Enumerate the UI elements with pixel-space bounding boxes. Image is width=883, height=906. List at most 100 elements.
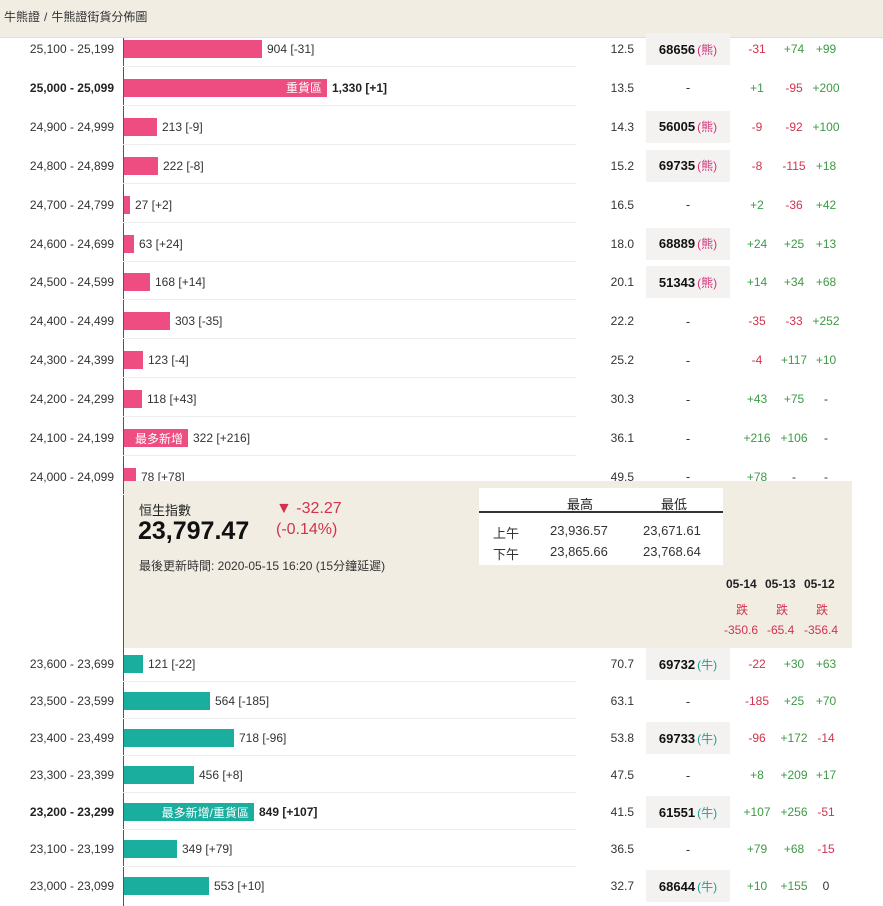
bull-bar[interactable] xyxy=(124,655,143,673)
strike-range: 24,100 - 24,199 xyxy=(29,431,114,445)
cbbc-code[interactable]: 69733 (牛) xyxy=(646,722,730,754)
row-divider xyxy=(123,377,576,379)
index-value: 23,797.47 xyxy=(138,517,250,545)
daily-change: +256 xyxy=(780,805,808,819)
distance-percent: 25.2 xyxy=(610,353,634,368)
cbbc-code[interactable]: 69732 (牛) xyxy=(646,648,730,680)
strike-range: 24,600 - 24,699 xyxy=(29,236,114,251)
bear-tag: (熊) xyxy=(697,120,718,135)
bull-bar[interactable] xyxy=(124,692,210,710)
outstanding-amount: 121 [-22] xyxy=(148,657,196,671)
distance-percent: 14.3 xyxy=(610,119,634,134)
bear-bar[interactable] xyxy=(124,273,150,292)
history-value: -65.4 xyxy=(767,623,795,637)
strike-range: 24,200 - 24,299 xyxy=(29,392,114,407)
distance-percent: 49.5 xyxy=(610,469,634,484)
cbbc-code-number: - xyxy=(685,430,691,446)
cbbc-code[interactable]: 61551 (牛) xyxy=(646,796,730,828)
bear-bar[interactable] xyxy=(124,156,158,175)
daily-change: +99 xyxy=(815,42,837,56)
daily-change: +10 xyxy=(815,353,837,368)
hsi-index-panel: 恒生指數 23,797.47 ▼ -32.27 (-0.14%) 最後更新時間:… xyxy=(124,481,852,648)
no-code: - xyxy=(646,461,730,493)
bull-bar[interactable]: 最多新增/重貨區 xyxy=(124,803,254,821)
history-change-block: 05-14 05-13 05-12 跌 跌 跌 -350.6 -65.4 -35… xyxy=(124,481,852,648)
low-column-header: 最低 xyxy=(661,497,688,512)
bear-bar[interactable] xyxy=(124,312,170,331)
bear-row: 24,400 - 24,499 303 [-35] 22.2 - -35 -33 +252 xyxy=(0,303,883,340)
outstanding-amount: 849 [+107] xyxy=(259,805,318,819)
cbbc-code-number: - xyxy=(685,391,691,407)
cbbc-code-number: - xyxy=(685,197,691,213)
no-code: - xyxy=(646,759,730,791)
cbbc-code[interactable]: 68656 (熊) xyxy=(646,33,730,65)
daily-change: +34 xyxy=(783,275,805,290)
daily-change: +172 xyxy=(780,731,808,745)
daily-change: +79 xyxy=(746,842,768,856)
bear-bar[interactable] xyxy=(124,117,157,136)
daily-change: +14 xyxy=(746,275,768,290)
no-code: - xyxy=(646,685,730,717)
bull-bar[interactable] xyxy=(124,729,234,747)
high-column-header: 最高 xyxy=(567,497,594,512)
history-date: 05-13 xyxy=(765,577,796,591)
bull-tag: (牛) xyxy=(697,879,718,894)
daily-change: +1 xyxy=(750,80,764,95)
bear-bar[interactable] xyxy=(124,351,143,370)
daily-change: -15 xyxy=(817,842,835,856)
bear-bar[interactable] xyxy=(124,234,134,253)
bull-tag: (牛) xyxy=(697,805,718,820)
bull-bar[interactable] xyxy=(124,766,194,784)
strike-range: 23,300 - 23,399 xyxy=(29,768,114,782)
daily-change: +252 xyxy=(812,314,840,329)
bear-row: 24,900 - 24,999 213 [-9] 14.3 56005 (熊) -9 -92… xyxy=(0,109,883,145)
row-divider xyxy=(123,260,576,262)
daily-change: - xyxy=(824,431,828,445)
outstanding-amount: 303 [-35] xyxy=(175,314,223,329)
distance-percent: 47.5 xyxy=(610,768,634,782)
bear-row: 24,300 - 24,399 123 [-4] 25.2 - -4 +117 +10 xyxy=(0,342,883,379)
bull-bar[interactable] xyxy=(124,840,177,858)
daily-change: +18 xyxy=(815,158,837,173)
outstanding-amount: 322 [+216] xyxy=(193,431,251,445)
history-date: 05-14 xyxy=(726,577,757,591)
daily-change: 0 xyxy=(822,879,830,893)
cbbc-code[interactable]: 68889 (熊) xyxy=(646,227,730,260)
bear-bar[interactable]: 最多新增 xyxy=(124,429,188,447)
no-code: - xyxy=(646,72,730,104)
strike-range: 25,100 - 25,199 xyxy=(29,42,114,56)
row-divider xyxy=(123,104,576,106)
bull-bar[interactable] xyxy=(124,877,209,895)
bar-highlight-label: 最多新增 xyxy=(134,431,183,446)
outstanding-amount: 553 [+10] xyxy=(214,879,265,893)
no-code: - xyxy=(646,344,730,376)
daily-change: +13 xyxy=(815,236,837,251)
high-low-table: 最高 最低 上午 23,936.57 23,671.61 下午 23,865.6… xyxy=(479,488,723,565)
last-updated-time: 最後更新時間: 2020-05-15 16:20 (15分鐘延遲) xyxy=(139,559,386,573)
bear-bar[interactable] xyxy=(124,390,142,409)
bear-bar[interactable] xyxy=(124,195,130,214)
outstanding-amount: 123 [-4] xyxy=(148,353,189,368)
bear-row: 24,200 - 24,299 118 [+43] 30.3 - +43 +75 - xyxy=(0,381,883,418)
daily-change: +68 xyxy=(783,842,805,856)
distance-percent: 30.3 xyxy=(610,392,634,407)
bar-highlight-label: 重貨區 xyxy=(285,81,322,96)
cbbc-code-number: 68644 xyxy=(658,878,696,894)
high-low-header: 最高 最低 xyxy=(479,488,723,513)
cbbc-code[interactable]: 69735 (熊) xyxy=(646,149,730,182)
cbbc-code-number: 68889 xyxy=(658,236,696,251)
cbbc-code[interactable]: 51343 (熊) xyxy=(646,266,730,299)
distance-percent: 12.5 xyxy=(610,42,634,56)
distance-percent: 18.0 xyxy=(610,236,634,251)
cbbc-code[interactable]: 56005 (熊) xyxy=(646,110,730,143)
bull-tag: (牛) xyxy=(697,731,718,746)
daily-change: -4 xyxy=(751,353,763,368)
breadcrumb-cbbc-link[interactable]: 牛熊證 xyxy=(4,10,41,24)
strike-range: 24,900 - 24,999 xyxy=(29,119,114,134)
bear-bar[interactable] xyxy=(124,40,262,58)
bear-bar[interactable]: 重貨區 xyxy=(124,78,327,97)
daily-change: -8 xyxy=(751,158,763,173)
index-change-percent: (-0.14%) xyxy=(276,521,338,538)
strike-range: 25,000 - 25,099 xyxy=(29,80,114,95)
cbbc-code[interactable]: 68644 (牛) xyxy=(646,870,730,902)
